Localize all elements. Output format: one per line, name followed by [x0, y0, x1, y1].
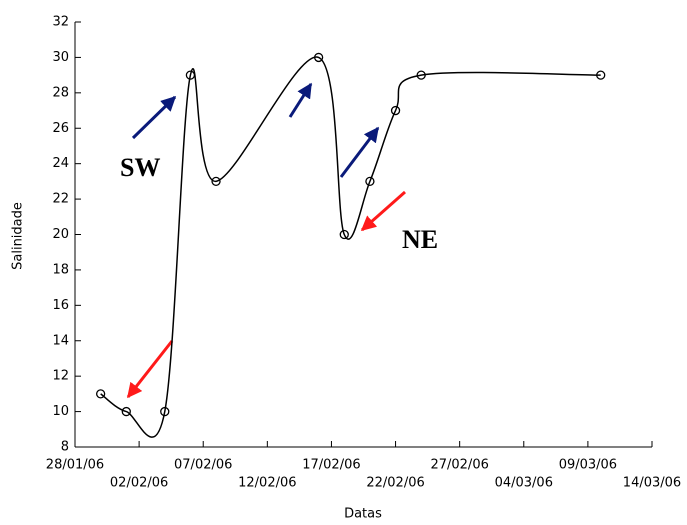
y-tick-label: 16 — [52, 298, 69, 313]
marker — [95, 389, 106, 399]
y-tick-label: 32 — [52, 15, 69, 30]
annotation: SW — [120, 153, 160, 182]
x-tick-label: 09/03/06 — [559, 458, 617, 473]
y-tick-label: 20 — [52, 227, 69, 242]
y-tick-label: 12 — [52, 369, 69, 384]
marker — [211, 176, 221, 187]
arrow — [360, 190, 406, 232]
line — [100, 56, 601, 438]
marker — [416, 70, 426, 80]
y-tick-label: 14 — [52, 333, 69, 348]
arrow — [131, 95, 177, 140]
x-tick-label: 04/03/06 — [495, 476, 553, 491]
y-tick-label: 10 — [52, 404, 69, 419]
arrows — [126, 82, 406, 399]
x-tick-label: 22/02/06 — [366, 476, 424, 491]
y-tick-label: 30 — [52, 50, 69, 65]
arrow — [339, 126, 380, 178]
y-tick-label: 26 — [52, 121, 69, 136]
x-axis-title: Datas — [344, 507, 382, 522]
x-tick-label: 17/02/06 — [302, 458, 360, 473]
marker — [160, 406, 170, 417]
x-tick-label: 27/02/06 — [430, 458, 488, 473]
marker — [121, 406, 131, 417]
marker — [596, 70, 606, 80]
y-tick-label: 24 — [52, 156, 69, 171]
marker — [313, 52, 324, 63]
x-tick-label: 14/03/06 — [623, 476, 681, 491]
marker — [390, 105, 401, 116]
marker — [339, 229, 349, 240]
marker — [365, 176, 375, 187]
arrow — [126, 340, 174, 399]
y-axis-title: Salinidade — [11, 202, 26, 270]
x-tick-label: 07/02/06 — [174, 458, 232, 473]
arrow — [288, 82, 313, 118]
x-tick-label: 28/01/06 — [46, 458, 104, 473]
x-tick-label: 12/02/06 — [238, 476, 296, 491]
annotation: NE — [402, 225, 438, 254]
marker — [185, 70, 196, 80]
x-tick-label: 02/02/06 — [110, 476, 168, 491]
y-tick-label: 22 — [52, 192, 69, 207]
y-tick-label: 28 — [52, 85, 69, 100]
y-tick-label: 18 — [52, 262, 69, 277]
y-tick-label: 8 — [61, 440, 69, 455]
